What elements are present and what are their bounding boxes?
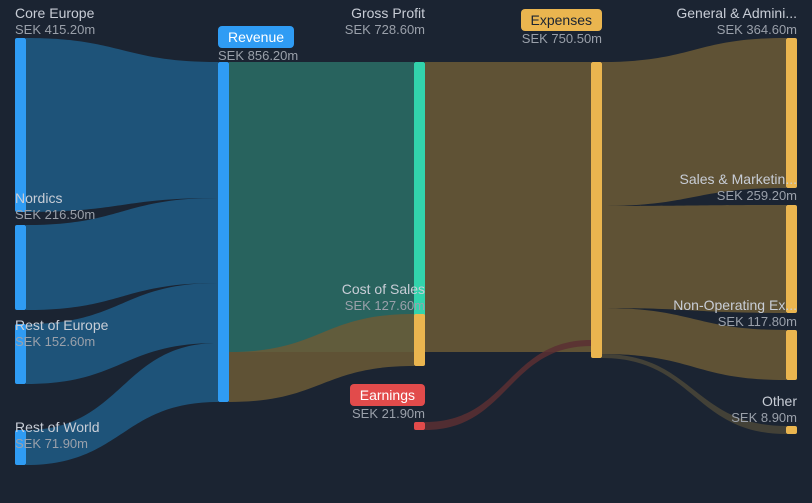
- node-name: Non-Operating Ex...: [673, 296, 797, 314]
- sankey-chart: { "type": "sankey", "canvas": { "width":…: [0, 0, 812, 503]
- label-sales_mkt: Sales & Marketin...SEK 259.20m: [680, 170, 798, 205]
- node-value: SEK 216.50m: [15, 207, 95, 224]
- node-value: SEK 259.20m: [680, 188, 798, 205]
- node-name: Gross Profit: [345, 4, 425, 22]
- node-non_op[interactable]: [786, 330, 797, 380]
- flow: [425, 62, 591, 352]
- node-value: SEK 21.90m: [350, 406, 425, 423]
- node-other[interactable]: [786, 426, 797, 434]
- node-value: SEK 750.50m: [521, 31, 602, 48]
- node-name: Core Europe: [15, 4, 95, 22]
- node-value: SEK 364.60m: [676, 22, 797, 39]
- node-value: SEK 71.90m: [15, 436, 100, 453]
- sankey-flows: [0, 0, 812, 503]
- label-non_op: Non-Operating Ex...SEK 117.80m: [673, 296, 797, 331]
- label-rest_europe: Rest of EuropeSEK 152.60m: [15, 316, 108, 351]
- node-revenue[interactable]: [218, 62, 229, 402]
- node-core_europe[interactable]: [15, 38, 26, 212]
- node-name: Earnings: [350, 384, 425, 406]
- label-nordics: NordicsSEK 216.50m: [15, 189, 95, 224]
- node-name: Sales & Marketin...: [680, 170, 798, 188]
- node-name: Expenses: [521, 9, 602, 31]
- node-value: SEK 127.60m: [342, 298, 425, 315]
- node-name: Rest of Europe: [15, 316, 108, 334]
- node-expenses[interactable]: [591, 62, 602, 358]
- label-gross_profit: Gross ProfitSEK 728.60m: [345, 4, 425, 39]
- node-value: SEK 8.90m: [731, 410, 797, 427]
- label-gen_admin: General & Admini...SEK 364.60m: [676, 4, 797, 39]
- node-earnings[interactable]: [414, 422, 425, 430]
- node-name: Revenue: [218, 26, 294, 48]
- flow: [26, 38, 218, 212]
- node-value: SEK 415.20m: [15, 22, 95, 39]
- label-cost_of_sales: Cost of SalesSEK 127.60m: [342, 280, 425, 315]
- node-gen_admin[interactable]: [786, 38, 797, 188]
- node-value: SEK 117.80m: [673, 314, 797, 331]
- node-name: Other: [731, 392, 797, 410]
- label-expenses: ExpensesSEK 750.50m: [521, 9, 602, 48]
- node-name: Rest of World: [15, 418, 100, 436]
- node-value: SEK 728.60m: [345, 22, 425, 39]
- node-name: Cost of Sales: [342, 280, 425, 298]
- flow: [425, 340, 591, 430]
- label-rest_world: Rest of WorldSEK 71.90m: [15, 418, 100, 453]
- node-name: Nordics: [15, 189, 95, 207]
- label-revenue: RevenueSEK 856.20m: [218, 26, 298, 65]
- label-other: OtherSEK 8.90m: [731, 392, 797, 427]
- node-value: SEK 856.20m: [218, 48, 298, 65]
- node-value: SEK 152.60m: [15, 334, 108, 351]
- node-name: General & Admini...: [676, 4, 797, 22]
- node-nordics[interactable]: [15, 225, 26, 310]
- label-core_europe: Core EuropeSEK 415.20m: [15, 4, 95, 39]
- label-earnings: EarningsSEK 21.90m: [350, 384, 425, 423]
- node-cost_of_sales[interactable]: [414, 314, 425, 366]
